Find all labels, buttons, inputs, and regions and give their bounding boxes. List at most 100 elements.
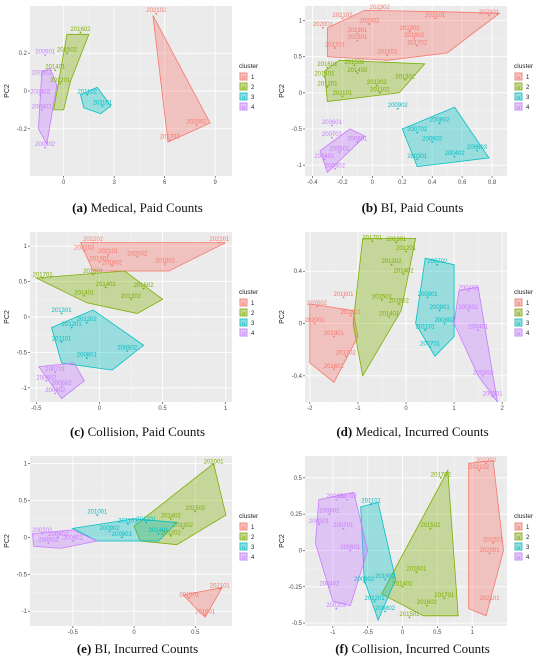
- point-label: 200402: [459, 285, 480, 291]
- legend-swatch-3: [514, 318, 523, 327]
- panel-caption: (e) BI, Incurred Counts: [0, 641, 275, 657]
- legend-key-box: [514, 328, 523, 337]
- data-point: [331, 124, 333, 127]
- x-tick-label: 0.5: [433, 630, 442, 636]
- point-label: 201101: [118, 519, 138, 525]
- point-label: 200302: [325, 163, 346, 169]
- data-point: [491, 395, 494, 398]
- legend-key-glyph: a: [517, 85, 521, 91]
- point-label: 200801: [418, 292, 439, 298]
- point-label: 200501: [329, 147, 350, 153]
- point-label: 200802: [434, 318, 455, 324]
- legend-title: cluster: [239, 289, 259, 296]
- legend-swatch-2: [514, 82, 523, 91]
- panel-caption-text: Medical, Paid Counts: [90, 200, 203, 215]
- point-label: 200902: [100, 526, 121, 532]
- data-point: [443, 597, 446, 600]
- y-tick-label: -1: [22, 386, 28, 392]
- legend-key-glyph: a: [242, 321, 246, 327]
- point-label: 201702: [336, 351, 357, 357]
- point-label: 200302: [326, 603, 347, 609]
- point-label: 202002: [127, 251, 148, 257]
- data-point: [485, 462, 488, 465]
- y-tick-label: 0: [24, 89, 28, 95]
- point-label: 200603: [467, 145, 488, 151]
- data-point: [328, 513, 331, 516]
- legend-key-glyph: a: [517, 311, 521, 317]
- y-tick-label: 0: [24, 315, 28, 321]
- point-label: 200802: [354, 577, 375, 583]
- legend-swatch-4: [239, 328, 248, 337]
- x-tick-label: 0.6: [458, 180, 467, 186]
- data-point: [349, 549, 352, 552]
- data-point: [182, 527, 184, 530]
- panel-caption-tag: (e): [76, 641, 92, 656]
- data-point: [155, 12, 158, 15]
- data-point: [60, 385, 63, 388]
- point-label: 201302: [395, 74, 416, 80]
- point-label: 201802: [404, 33, 425, 39]
- data-point: [318, 523, 320, 526]
- legend-label: 3: [251, 95, 255, 101]
- point-label: 201202: [77, 317, 98, 323]
- legend-key-box: [514, 552, 523, 561]
- data-point: [363, 581, 366, 584]
- legend-key-box: [514, 308, 523, 317]
- cluster-hull-2: [133, 462, 227, 546]
- chart-panel-d: -2 -1 0 1 2 -0.4 0 0.4 202002 201601 201801 202001 2…: [275, 226, 550, 439]
- legend-swatch-3: [514, 542, 523, 551]
- point-label: 200801: [347, 137, 368, 143]
- data-point: [83, 294, 86, 297]
- data-point: [334, 167, 336, 170]
- point-label: 200502: [52, 381, 73, 387]
- data-point: [405, 250, 407, 253]
- data-point: [316, 305, 318, 308]
- point-label: 200402: [45, 388, 66, 394]
- point-label: 202002: [187, 120, 208, 126]
- x-tick-label: 2: [501, 406, 505, 412]
- point-label: 201401: [45, 65, 66, 71]
- legend-label: 2: [526, 85, 530, 91]
- data-point: [488, 552, 491, 555]
- legend-swatch-1: [239, 522, 248, 531]
- point-label: 201401: [74, 290, 95, 296]
- point-label: 201601: [83, 269, 104, 275]
- legend-key-glyph: a: [517, 525, 521, 531]
- cluster-hull-2: [53, 33, 90, 111]
- point-label: 202102: [332, 13, 353, 19]
- point-label: 201102: [370, 87, 390, 93]
- data-point: [402, 272, 405, 275]
- point-label: 201602: [324, 364, 345, 370]
- chart-panel-e: -0.5 0 0.5 -1 -0.5 0 0.5 1 202001 201502 201402 201…: [0, 450, 275, 656]
- legend-swatch-3: [239, 92, 248, 101]
- x-tick-label: 0.5: [191, 630, 200, 636]
- point-label: 201601: [406, 567, 427, 573]
- point-label: 201501: [372, 295, 393, 301]
- legend-swatch-3: [514, 92, 523, 101]
- data-point: [338, 151, 341, 154]
- legend-label: 3: [526, 95, 530, 101]
- chart-panel-a: 0 3 6 9 -0.2 0 0.2 202102 202002 201702 201602 2015…: [0, 0, 275, 215]
- legend-key-glyph: a: [242, 75, 246, 81]
- legend-key-glyph: a: [242, 85, 246, 91]
- point-label: 202101: [480, 596, 501, 602]
- point-label: 200901: [112, 532, 133, 538]
- data-point: [313, 322, 316, 325]
- point-label: 202001: [204, 459, 225, 465]
- data-point: [328, 585, 331, 588]
- legend-title: cluster: [514, 289, 534, 296]
- data-point: [323, 158, 326, 161]
- y-tick-label: -0.5: [292, 127, 303, 133]
- legend-swatch-1: [239, 72, 248, 81]
- point-label: 201302: [382, 259, 403, 265]
- point-label: 201101: [415, 325, 435, 331]
- point-label: 201201: [62, 322, 83, 328]
- data-point: [429, 346, 431, 348]
- data-point: [438, 309, 441, 312]
- data-point: [467, 309, 470, 312]
- data-point: [218, 588, 221, 590]
- y-tick-label: 0: [299, 322, 303, 328]
- data-point: [145, 521, 148, 524]
- data-point: [368, 23, 371, 25]
